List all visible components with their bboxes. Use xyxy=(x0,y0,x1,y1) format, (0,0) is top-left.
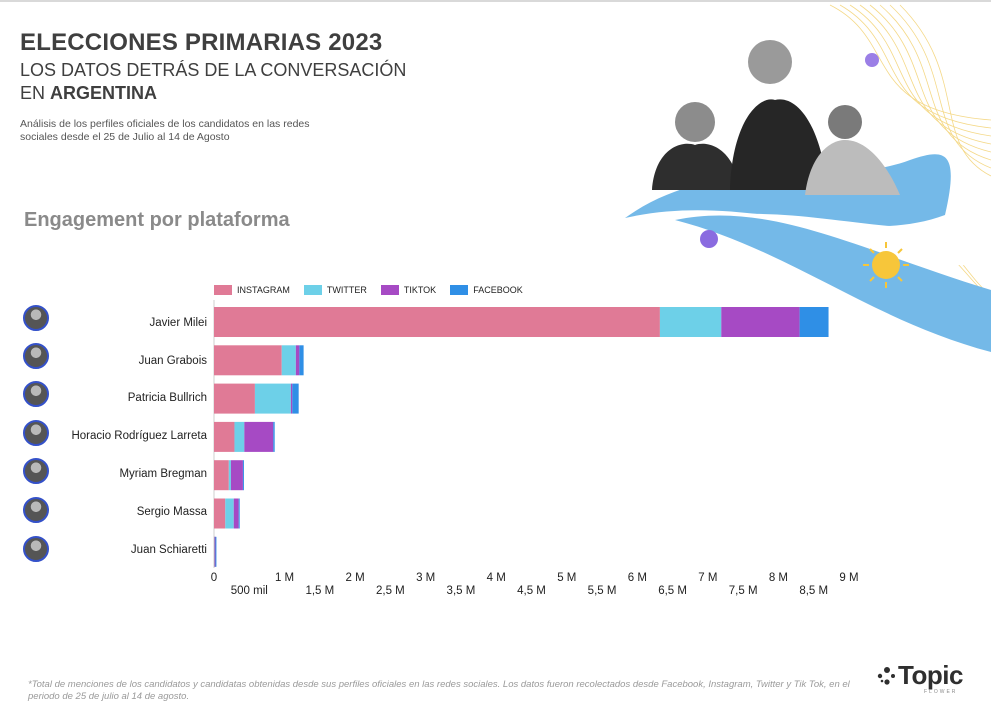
bar-javier-milei-twitter xyxy=(659,307,722,337)
page-description: Análisis de los perfiles oficiales de lo… xyxy=(20,118,310,143)
footnote: *Total de menciones de los candidatos y … xyxy=(28,679,850,702)
x-major-tick-label: 9 M xyxy=(839,572,858,584)
bar-sergio-massa-twitter xyxy=(225,498,234,529)
legend-swatch-facebook xyxy=(450,285,469,295)
bar-patricia-bullrich-tiktok xyxy=(290,383,293,414)
bar-javier-milei-instagram xyxy=(214,307,660,337)
avatar-patricia-bullrich xyxy=(23,381,49,407)
bar-javier-milei-tiktok xyxy=(721,307,800,337)
bar-juan-grabois-twitter xyxy=(281,345,296,376)
bar-myriam-bregman-instagram xyxy=(214,460,229,491)
legend-item-tiktok: TIKTOK xyxy=(380,285,437,295)
topic-logo: Topic FLOWER xyxy=(876,660,963,695)
bar-sergio-massa-facebook xyxy=(238,498,240,529)
bar-patricia-bullrich-facebook xyxy=(292,383,299,414)
logo-text: Topic xyxy=(898,660,963,690)
bar-patricia-bullrich-instagram xyxy=(214,383,255,414)
bar-horacio-rodriguez-larreta-twitter xyxy=(234,421,245,452)
category-label-javier-milei: Javier Milei xyxy=(149,317,207,329)
subtitle-prefix: EN xyxy=(20,83,51,103)
logo-subtext: FLOWER xyxy=(924,689,958,695)
avatar-sergio-massa xyxy=(23,497,49,523)
bar-juan-grabois-tiktok xyxy=(295,345,300,376)
legend-swatch-instagram xyxy=(214,285,232,295)
x-minor-tick-label: 500 mil xyxy=(231,585,268,597)
legend-label-instagram: INSTAGRAM xyxy=(237,285,290,295)
category-label-patricia-bullrich: Patricia Bullrich xyxy=(127,392,207,404)
x-minor-tick-label: 2,5 M xyxy=(376,585,405,597)
subtitle-line-2: EN ARGENTINA xyxy=(20,82,406,105)
avatar-horacio-rodriguez-larreta xyxy=(23,420,49,446)
x-major-tick-label: 4 M xyxy=(487,572,506,584)
legend-swatch-tiktok xyxy=(380,285,399,295)
subtitle-line-1: LOS DATOS DETRÁS DE LA CONVERSACIÓN xyxy=(20,60,407,80)
x-minor-tick-label: 7,5 M xyxy=(729,585,758,597)
x-minor-tick-label: 1,5 M xyxy=(305,585,334,597)
legend-label-twitter: TWITTER xyxy=(326,285,367,295)
category-label-sergio-massa: Sergio Massa xyxy=(136,506,207,518)
candidates-photo xyxy=(652,40,900,195)
category-label-myriam-bregman: Myriam Bregman xyxy=(119,468,207,480)
x-major-tick-label: 7 M xyxy=(698,572,717,584)
chart-legend: INSTAGRAM TWITTER TIKTOK FACEBOOK xyxy=(214,285,523,295)
legend-item-twitter: TWITTER xyxy=(303,285,367,295)
x-major-tick-label: 5 M xyxy=(557,572,576,584)
bar-sergio-massa-tiktok xyxy=(233,498,239,529)
flag-band-lower-blue xyxy=(675,215,991,352)
bar-myriam-bregman-facebook xyxy=(242,460,244,491)
avatar-javier-milei xyxy=(23,305,49,331)
purple-dot-bottom xyxy=(700,230,718,248)
bar-juan-schiaretti-facebook xyxy=(215,536,217,567)
x-major-tick-label: 2 M xyxy=(346,572,365,584)
legend-label-tiktok: TIKTOK xyxy=(403,285,437,295)
x-major-tick-label: 0 xyxy=(211,572,217,584)
bar-horacio-rodriguez-larreta-facebook xyxy=(273,421,275,452)
legend-item-instagram: INSTAGRAM xyxy=(214,285,290,295)
bar-javier-milei-facebook xyxy=(799,307,829,337)
x-major-tick-label: 8 M xyxy=(769,572,788,584)
bar-juan-grabois-facebook xyxy=(299,345,304,376)
bar-myriam-bregman-twitter xyxy=(228,460,231,491)
bar-juan-schiaretti-tiktok xyxy=(214,536,216,567)
top-divider xyxy=(0,0,991,2)
hero-illustration xyxy=(625,4,991,352)
page-title: ELECCIONES PRIMARIAS 2023 xyxy=(20,29,383,56)
bar-sergio-massa-instagram xyxy=(214,498,226,529)
bar-horacio-rodriguez-larreta-tiktok xyxy=(244,421,274,452)
x-major-tick-label: 6 M xyxy=(628,572,647,584)
topic-flower-icon xyxy=(877,666,895,685)
bar-horacio-rodriguez-larreta-instagram xyxy=(214,421,235,452)
bar-patricia-bullrich-twitter xyxy=(254,383,291,414)
purple-dot-top xyxy=(865,53,879,67)
legend-swatch-twitter xyxy=(303,285,322,295)
legend-item-facebook: FACEBOOK xyxy=(450,285,523,295)
x-minor-tick-label: 4,5 M xyxy=(517,585,546,597)
bar-myriam-bregman-tiktok xyxy=(230,460,243,491)
x-minor-tick-label: 6,5 M xyxy=(658,585,687,597)
sun-icon xyxy=(863,242,909,288)
chart-section-title: Engagement por plataforma xyxy=(24,209,290,231)
category-label-horacio-rodriguez-larreta: Horacio Rodríguez Larreta xyxy=(71,430,207,442)
x-major-tick-label: 1 M xyxy=(275,572,294,584)
category-label-juan-grabois: Juan Grabois xyxy=(138,355,207,367)
category-label-juan-schiaretti: Juan Schiaretti xyxy=(130,544,207,556)
page-subtitle: LOS DATOS DETRÁS DE LA CONVERSACIÓN EN A… xyxy=(20,59,406,105)
avatar-juan-grabois xyxy=(23,343,49,369)
x-minor-tick-label: 8,5 M xyxy=(799,585,828,597)
golden-lines-decoration xyxy=(829,4,991,301)
legend-label-facebook: FACEBOOK xyxy=(473,285,523,295)
x-major-tick-label: 3 M xyxy=(416,572,435,584)
x-minor-tick-label: 5,5 M xyxy=(588,585,617,597)
subtitle-country: ARGENTINA xyxy=(50,83,158,103)
avatar-juan-schiaretti xyxy=(23,536,49,562)
avatar-myriam-bregman xyxy=(23,458,49,484)
bar-juan-grabois-instagram xyxy=(214,345,282,376)
x-minor-tick-label: 3,5 M xyxy=(447,585,476,597)
